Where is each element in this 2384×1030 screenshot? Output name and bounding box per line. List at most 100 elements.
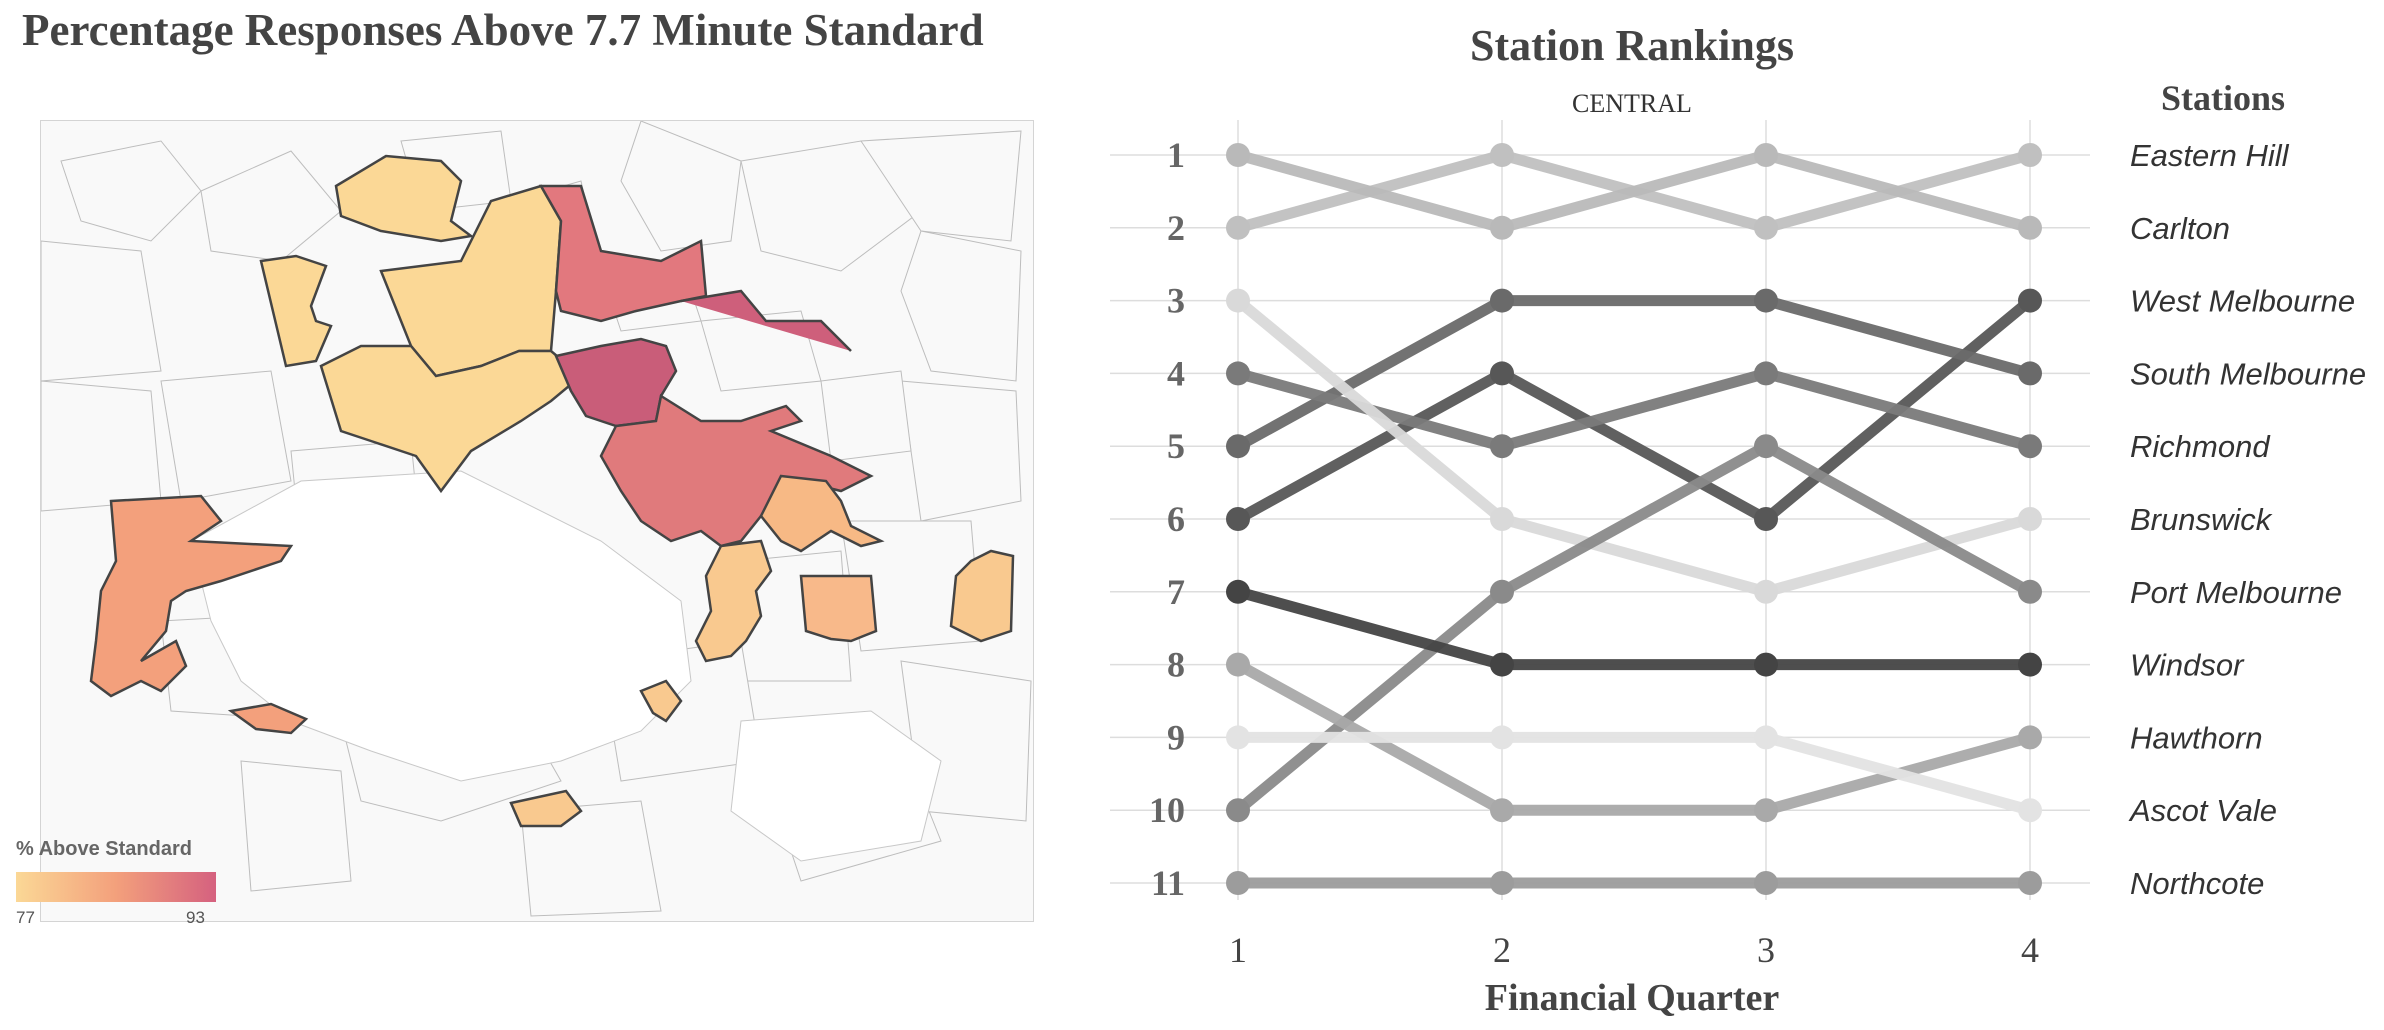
- data-point-port-melbourne: [1226, 798, 1250, 823]
- region-d: [319, 344, 583, 494]
- x-tick-label: 3: [1757, 930, 1775, 970]
- station-label-carlton: Carlton: [2130, 211, 2230, 246]
- series-line-windsor: [1232, 586, 2036, 671]
- station-label-ascot-vale: Ascot Vale: [2128, 793, 2277, 828]
- data-point-brunswick: [1754, 579, 1778, 604]
- map-title: Percentage Responses Above 7.7 Minute St…: [22, 5, 984, 55]
- data-point-hawthorn: [2018, 725, 2042, 750]
- region-i: [759, 474, 885, 553]
- data-point-brunswick: [2018, 507, 2042, 531]
- data-point-windsor: [1226, 579, 1250, 604]
- data-point-brunswick: [1490, 507, 1514, 531]
- y-tick-label: 4: [1167, 353, 1185, 393]
- choropleth-map[interactable]: [40, 120, 1034, 922]
- region-o: [639, 679, 683, 723]
- series-lines: [1232, 149, 2036, 889]
- series-points: [1226, 143, 2042, 895]
- region-p: [509, 789, 583, 828]
- data-point-port-melbourne: [2018, 579, 2042, 604]
- station-label-port-melbourne: Port Melbourne: [2130, 575, 2342, 610]
- y-tick-label: 3: [1167, 281, 1185, 321]
- data-point-west-melbourne: [1490, 361, 1514, 386]
- y-tick-label: 9: [1167, 717, 1185, 757]
- legend-max-label: 93: [186, 908, 205, 927]
- station-label-west-melbourne: West Melbourne: [2130, 284, 2355, 319]
- data-point-hawthorn: [1226, 652, 1250, 677]
- data-point-eastern-hill: [1226, 215, 1250, 240]
- region-k: [799, 574, 878, 643]
- map-canvas: [41, 121, 1033, 921]
- data-point-carlton: [1490, 215, 1514, 240]
- chart-title: Station Rankings: [1470, 21, 1794, 70]
- data-point-port-melbourne: [1754, 434, 1778, 459]
- legend-min-label: 77: [16, 908, 35, 927]
- station-label-windsor: Windsor: [2130, 648, 2245, 683]
- data-point-ascot-vale: [1490, 725, 1514, 750]
- station-labels: Eastern Hill Carlton West Melbourne South M…: [2128, 138, 2366, 901]
- station-label-eastern-hill: Eastern Hill: [2130, 138, 2290, 173]
- data-point-south-melbourne: [1490, 288, 1514, 313]
- data-point-south-melbourne: [2018, 361, 2042, 386]
- data-point-hawthorn: [1754, 798, 1778, 823]
- y-tick-label: 5: [1167, 426, 1185, 466]
- highlighted-station-regions: [89, 154, 1015, 828]
- data-point-richmond: [1490, 434, 1514, 459]
- data-point-west-melbourne: [2018, 288, 2042, 313]
- data-point-ascot-vale: [2018, 798, 2042, 823]
- data-point-northcote: [1226, 871, 1250, 895]
- data-point-windsor: [2018, 652, 2042, 677]
- data-point-south-melbourne: [1226, 434, 1250, 459]
- data-point-windsor: [1490, 652, 1514, 677]
- region-n: [227, 702, 309, 735]
- y-tick-labels: 1 2 3 4 5 6 7 8 9 10 11: [1149, 135, 1185, 903]
- y-tick-label: 11: [1151, 863, 1185, 903]
- data-point-carlton: [1754, 143, 1778, 167]
- y-tick-label: 8: [1167, 645, 1185, 685]
- bay-water: [190, 470, 942, 862]
- region-a: [334, 154, 475, 243]
- data-point-carlton: [2018, 215, 2042, 240]
- x-tick-label: 2: [1493, 930, 1511, 970]
- x-tick-label: 4: [2021, 930, 2039, 970]
- data-point-port-melbourne: [1490, 579, 1514, 604]
- y-tick-label: 10: [1149, 790, 1185, 830]
- data-point-brunswick: [1226, 288, 1250, 313]
- station-label-northcote: Northcote: [2130, 866, 2264, 901]
- region-l: [949, 549, 1015, 643]
- y-tick-label: 1: [1167, 135, 1185, 175]
- series-line-carlton: [1232, 149, 2036, 234]
- data-point-richmond: [2018, 434, 2042, 459]
- data-point-ascot-vale: [1754, 725, 1778, 750]
- data-point-eastern-hill: [1754, 215, 1778, 240]
- data-point-eastern-hill: [1490, 143, 1514, 167]
- data-point-ascot-vale: [1226, 725, 1250, 750]
- series-line-port-melbourne: [1232, 440, 2036, 816]
- x-axis-label: Financial Quarter: [1485, 977, 1780, 1019]
- data-point-eastern-hill: [2018, 143, 2042, 167]
- y-tick-label: 6: [1167, 499, 1185, 539]
- data-point-northcote: [2018, 871, 2042, 895]
- region-m: [89, 494, 294, 698]
- data-point-carlton: [1226, 143, 1250, 167]
- legend-heading: Stations: [2161, 78, 2285, 118]
- x-tick-labels: 1 2 3 4: [1229, 930, 2039, 970]
- x-tick-label: 1: [1229, 930, 1247, 970]
- region-j: [694, 539, 773, 663]
- chart-subtitle: CENTRAL: [1572, 89, 1692, 118]
- data-point-west-melbourne: [1754, 507, 1778, 531]
- data-point-northcote: [1490, 871, 1514, 895]
- series-line-south-melbourne: [1232, 295, 2036, 452]
- legend-color-ramp: [16, 872, 216, 902]
- legend-title: % Above Standard: [16, 838, 192, 860]
- series-line-brunswick: [1232, 295, 2036, 598]
- y-tick-label: 7: [1167, 572, 1185, 612]
- station-label-hawthorn: Hawthorn: [2130, 720, 2263, 755]
- data-point-windsor: [1754, 652, 1778, 677]
- map-legend: % Above Standard 77 93: [16, 838, 226, 928]
- station-label-south-melbourne: South Melbourne: [2130, 356, 2366, 391]
- data-point-west-melbourne: [1226, 507, 1250, 531]
- data-point-richmond: [1226, 361, 1250, 386]
- station-label-richmond: Richmond: [2130, 429, 2271, 464]
- data-point-hawthorn: [1490, 798, 1514, 823]
- y-tick-label: 2: [1167, 208, 1185, 248]
